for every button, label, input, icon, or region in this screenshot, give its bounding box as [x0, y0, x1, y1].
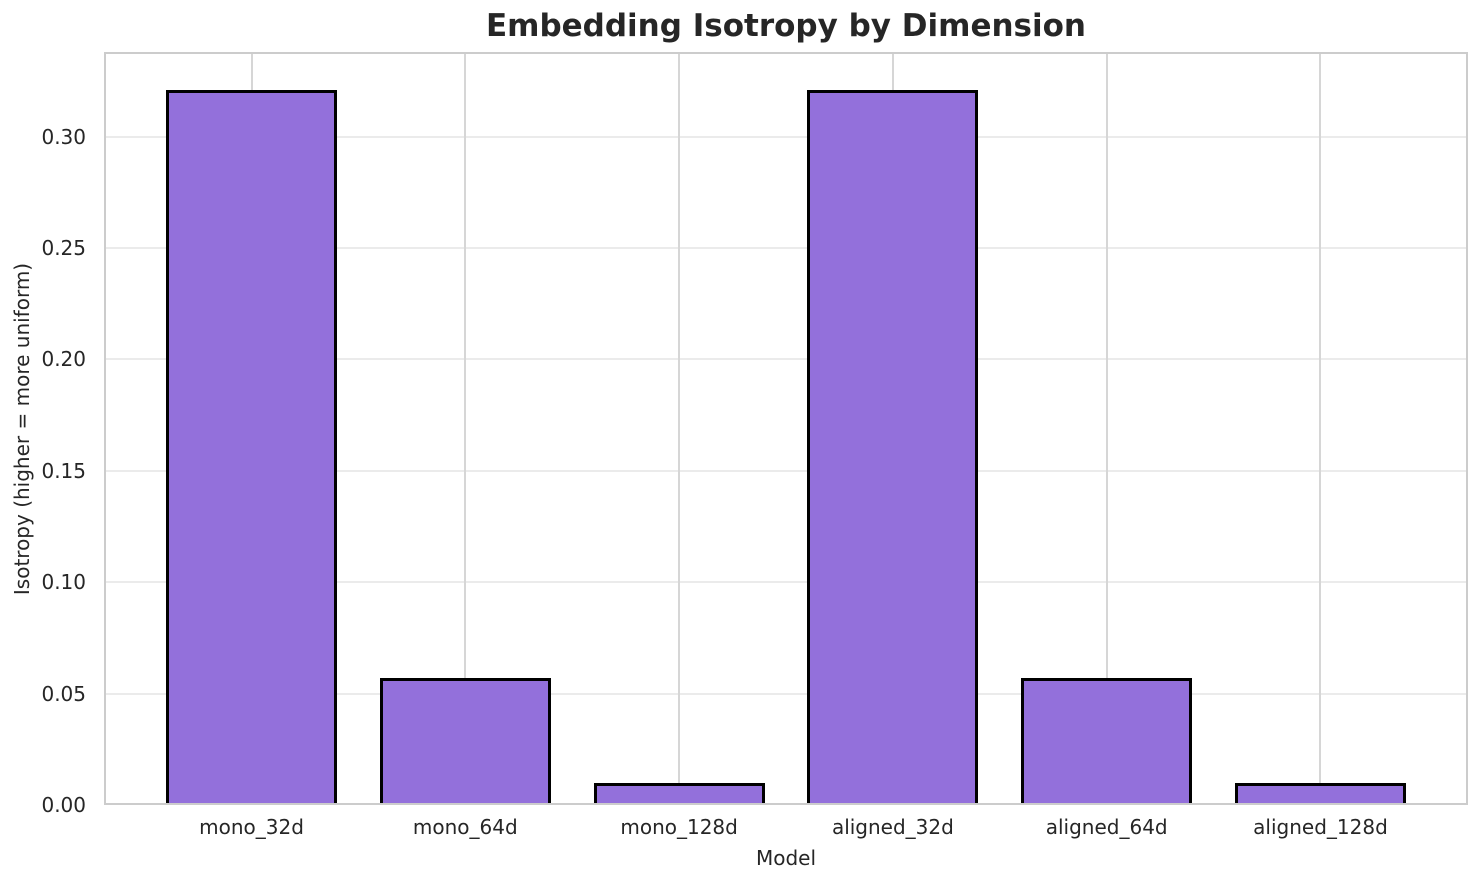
h-gridline-0.30: [104, 135, 1468, 138]
h-gridline-0.20: [104, 358, 1468, 361]
v-gridline-aligned_64d: [1105, 52, 1108, 805]
bar-mono_128d: [593, 782, 765, 805]
bar-aligned_32d: [807, 89, 979, 805]
bar-mono_64d: [379, 678, 551, 805]
h-gridline-0.05: [104, 692, 1468, 695]
h-gridline-0.10: [104, 581, 1468, 584]
x-axis-label: Model: [755, 846, 817, 870]
y-tick-label-0.05: 0.05: [41, 681, 86, 706]
h-gridline-0.25: [104, 247, 1468, 250]
y-axis-label: Isotropy (higher = more uniform): [10, 262, 34, 596]
plot-area: [104, 52, 1468, 805]
v-gridline-aligned_128d: [1319, 52, 1322, 805]
y-tick-label-0.15: 0.15: [41, 458, 86, 483]
bar-mono_32d: [166, 89, 338, 805]
bar-aligned_128d: [1234, 782, 1406, 805]
y-tick-label-0.30: 0.30: [41, 124, 86, 149]
x-tick-label-mono_128d: mono_128d: [620, 815, 738, 839]
chart-title: Embedding Isotropy by Dimension: [485, 8, 1087, 44]
y-tick-label-0.00: 0.00: [41, 793, 86, 817]
y-tick-label-0.10: 0.10: [41, 570, 86, 595]
x-tick-label-aligned_64d: aligned_64d: [1045, 815, 1168, 839]
x-tick-label-mono_64d: mono_64d: [412, 815, 518, 839]
h-gridline-0.15: [104, 469, 1468, 472]
y-tick-label-0.20: 0.20: [41, 347, 86, 372]
x-tick-label-aligned_128d: aligned_128d: [1253, 815, 1388, 839]
v-gridline-mono_128d: [678, 52, 681, 805]
x-tick-label-aligned_32d: aligned_32d: [831, 815, 954, 839]
y-tick-label-0.25: 0.25: [41, 236, 86, 261]
x-tick-label-mono_32d: mono_32d: [199, 815, 304, 839]
bar-aligned_64d: [1021, 678, 1193, 805]
v-gridline-mono_64d: [464, 52, 467, 805]
